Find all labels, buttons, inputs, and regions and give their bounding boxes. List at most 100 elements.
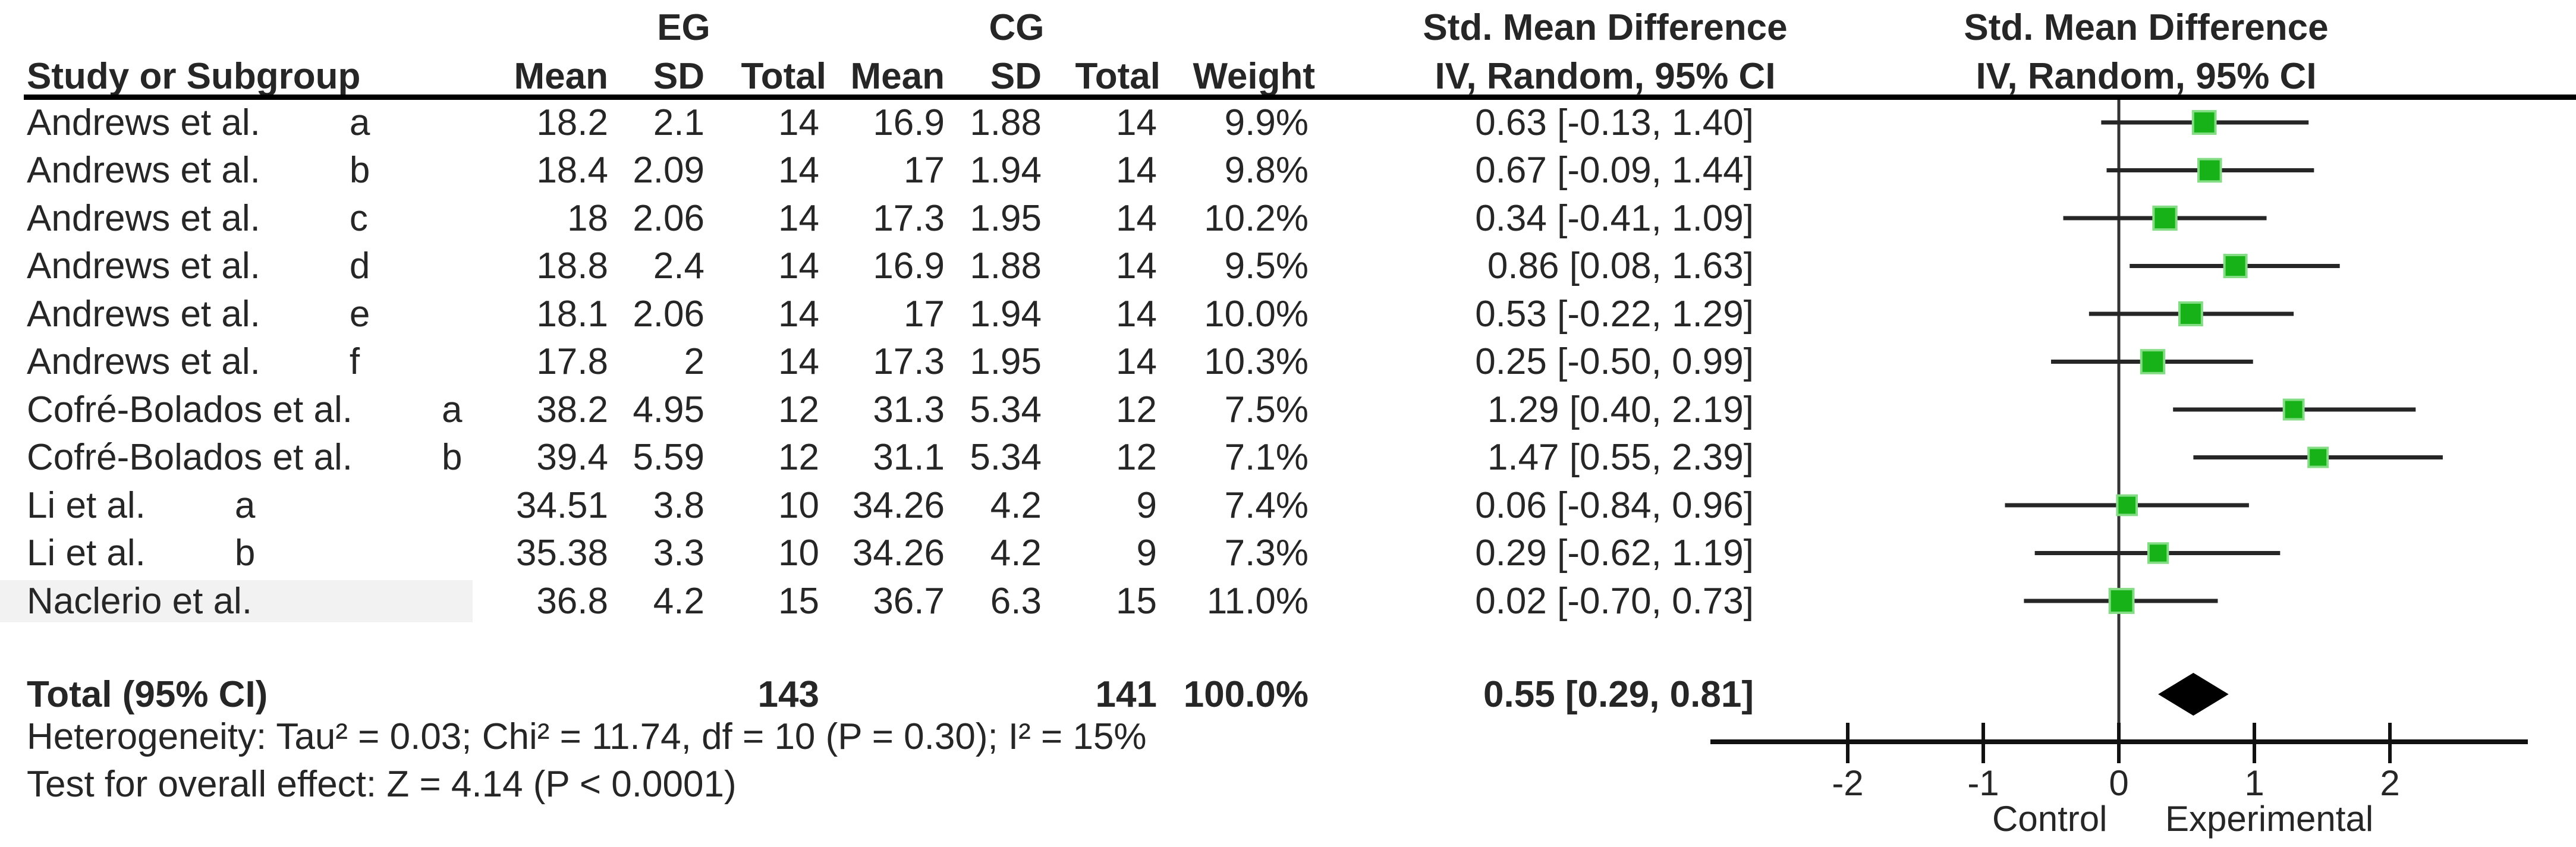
study-label: Li et al. a <box>0 484 473 527</box>
cg-total: 14 <box>1116 150 1157 191</box>
study-subgroup: a <box>349 102 370 143</box>
effect-ci-text: 0.86 [0.08, 1.63] <box>1487 245 1754 286</box>
effect-square <box>2140 349 2166 374</box>
plot-column-title: Std. Mean Difference <box>1964 7 2329 48</box>
axis-tick <box>1846 723 1850 763</box>
weight: 10.3% <box>1204 341 1309 382</box>
eg-total: 14 <box>778 245 819 286</box>
eg-total: 14 <box>778 198 819 239</box>
axis-tick <box>2388 723 2392 763</box>
eg-group-header: EG <box>657 7 710 48</box>
study-label: Andrews et al. b <box>0 149 473 191</box>
weight-column-header: Weight <box>1193 56 1316 97</box>
heterogeneity-text: Heterogeneity: Tau² = 0.03; Chi² = 11.74… <box>27 716 1147 757</box>
eg-sd: 2.4 <box>653 245 704 286</box>
cg-mean: 16.9 <box>873 245 945 286</box>
ci-line <box>2089 311 2294 316</box>
study-label: Naclerio et al. <box>0 580 473 622</box>
study-row: Li et al. b 35.38 3.3 10 34.26 4.2 9 7.3%… <box>0 529 1754 577</box>
eg-mean: 18.1 <box>536 294 608 335</box>
total-cg-total: 141 <box>1095 674 1157 715</box>
weight: 11.0% <box>1206 581 1309 622</box>
effect-square <box>2282 398 2305 421</box>
cg-sd: 4.2 <box>990 533 1042 574</box>
ci-line <box>2130 264 2340 268</box>
eg-total: 10 <box>778 485 819 526</box>
weight: 10.0% <box>1204 294 1309 335</box>
study-name: Andrews et al. <box>27 198 260 239</box>
overall-effect-text: Test for overall effect: Z = 4.14 (P < 0… <box>27 764 737 805</box>
cg-mean: 17 <box>904 150 945 191</box>
study-subgroup: a <box>234 485 256 526</box>
axis-tick-label: 0 <box>2109 763 2128 803</box>
study-row: Andrews et al. c 18 2.06 14 17.3 1.95 14 … <box>0 194 1754 243</box>
cg-sd: 1.94 <box>970 150 1042 191</box>
plot-method-header: IV, Random, 95% CI <box>1976 56 2317 97</box>
total-diamond <box>2158 673 2229 716</box>
cg-sd: 5.34 <box>970 389 1042 430</box>
effect-ci-text: 0.34 [-0.41, 1.09] <box>1475 198 1754 239</box>
cg-total-header: Total <box>1075 56 1161 97</box>
effect-square <box>2197 158 2222 183</box>
cg-sd: 6.3 <box>990 581 1042 622</box>
cg-mean-header: Mean <box>850 56 945 97</box>
study-row: Li et al. a 34.51 3.8 10 34.26 4.2 9 7.4%… <box>0 481 1754 530</box>
ci-line <box>2024 599 2218 603</box>
cg-total: 9 <box>1136 485 1157 526</box>
cg-sd: 1.88 <box>970 102 1042 143</box>
eg-sd: 3.8 <box>653 485 704 526</box>
effect-square <box>2108 588 2135 614</box>
eg-total-header: Total <box>741 56 827 97</box>
study-name: Andrews et al. <box>27 102 260 143</box>
study-subgroup: b <box>349 150 370 191</box>
study-subgroup: b <box>234 533 256 574</box>
weight: 10.2% <box>1204 198 1309 239</box>
axis-tick-label: -1 <box>1967 763 1999 803</box>
cg-sd: 1.95 <box>970 198 1042 239</box>
study-name: Cofré-Bolados et al. <box>27 389 353 430</box>
cg-total: 15 <box>1116 581 1157 622</box>
effect-column-title: Std. Mean Difference <box>1423 7 1788 48</box>
eg-total: 10 <box>778 533 819 574</box>
cg-mean: 17.3 <box>873 198 945 239</box>
total-effect-ci-text: 0.55 [0.29, 0.81] <box>1483 674 1754 715</box>
cg-mean: 16.9 <box>873 102 945 143</box>
study-name: Andrews et al. <box>27 150 260 191</box>
cg-sd: 1.94 <box>970 294 1042 335</box>
total-label: Total (95% CI) <box>27 674 268 715</box>
study-name: Andrews et al. <box>27 245 260 286</box>
eg-mean: 18.4 <box>536 150 608 191</box>
eg-sd: 4.2 <box>653 581 704 622</box>
study-name: Li et al. <box>27 533 146 574</box>
cg-mean: 17.3 <box>873 341 945 382</box>
study-row: Cofré-Bolados et al. a 38.2 4.95 12 31.3 … <box>0 386 1754 434</box>
effect-square <box>2223 254 2248 278</box>
cg-mean: 17 <box>904 294 945 335</box>
effect-square <box>2307 446 2329 468</box>
ci-line <box>2106 168 2314 172</box>
effect-ci-text: 0.02 [-0.70, 0.73] <box>1475 581 1754 622</box>
study-subgroup: d <box>349 245 370 286</box>
eg-sd: 2.06 <box>633 294 704 335</box>
cg-sd: 4.2 <box>990 485 1042 526</box>
study-name: Andrews et al. <box>27 341 260 382</box>
eg-sd: 2.1 <box>653 102 704 143</box>
effect-ci-text: 0.53 [-0.22, 1.29] <box>1475 294 1754 335</box>
cg-total: 14 <box>1116 102 1157 143</box>
study-label: Li et al. b <box>0 532 473 574</box>
cg-mean: 36.7 <box>873 581 945 622</box>
eg-total: 12 <box>778 437 819 478</box>
total-eg-total: 143 <box>757 674 819 715</box>
study-row: Andrews et al. f 17.8 2 14 17.3 1.95 14 1… <box>0 338 1754 386</box>
cg-sd: 1.95 <box>970 341 1042 382</box>
cg-total: 14 <box>1116 198 1157 239</box>
study-subgroup: a <box>441 389 463 430</box>
cg-sd-header: SD <box>990 56 1042 97</box>
study-label: Cofré-Bolados et al. a <box>0 389 473 431</box>
axis-tick <box>2253 723 2256 763</box>
cg-mean: 34.26 <box>852 533 945 574</box>
study-row: Andrews et al. d 18.8 2.4 14 16.9 1.88 14… <box>0 242 1754 290</box>
cg-group-header: CG <box>989 7 1045 48</box>
study-label: Andrews et al. f <box>0 341 473 383</box>
study-row: Andrews et al. b 18.4 2.09 14 17 1.94 14 … <box>0 146 1754 194</box>
